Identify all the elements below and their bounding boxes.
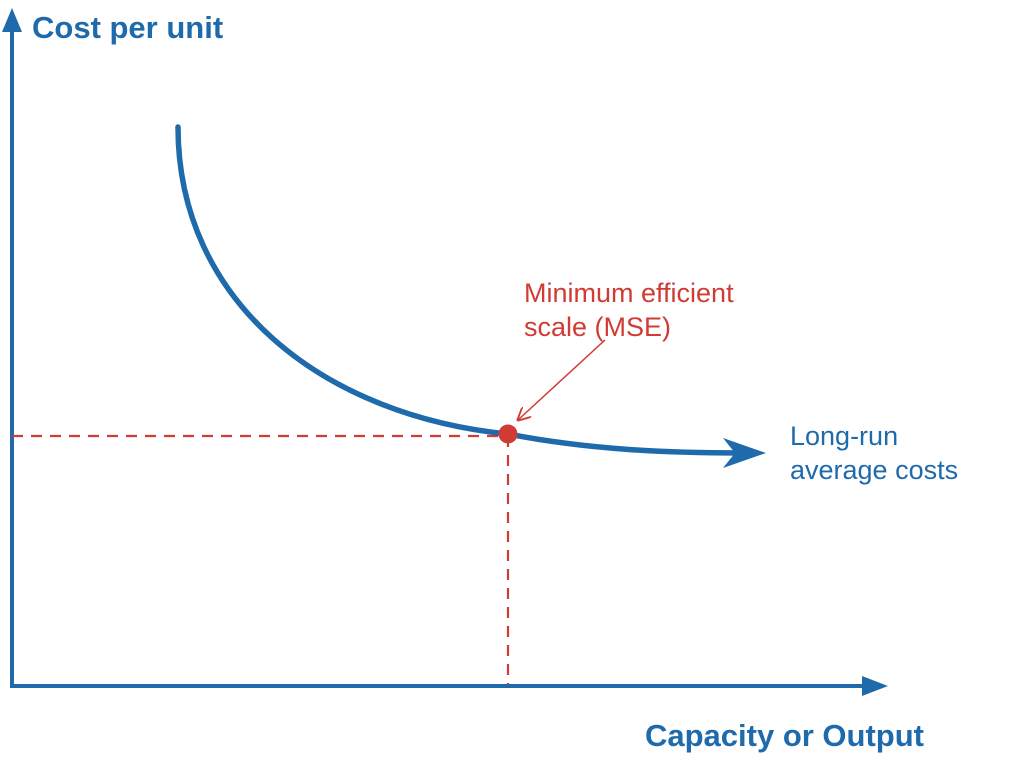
mse-label-line2: scale (MSE): [524, 312, 671, 342]
mse-pointer-arrow: [518, 339, 606, 420]
y-axis-title: Cost per unit: [32, 10, 223, 45]
mse-label-line1: Minimum efficient: [524, 278, 734, 308]
curve-label-line2: average costs: [790, 455, 958, 485]
curve-label-line1: Long-run: [790, 421, 898, 451]
lrac-curve: [175, 124, 745, 456]
lrac-curve-arrowhead: [723, 438, 766, 468]
mse-point: [498, 424, 518, 444]
y-axis-arrowhead: [2, 8, 22, 32]
x-axis-title: Capacity or Output: [645, 718, 924, 753]
x-axis-arrowhead: [862, 676, 888, 696]
